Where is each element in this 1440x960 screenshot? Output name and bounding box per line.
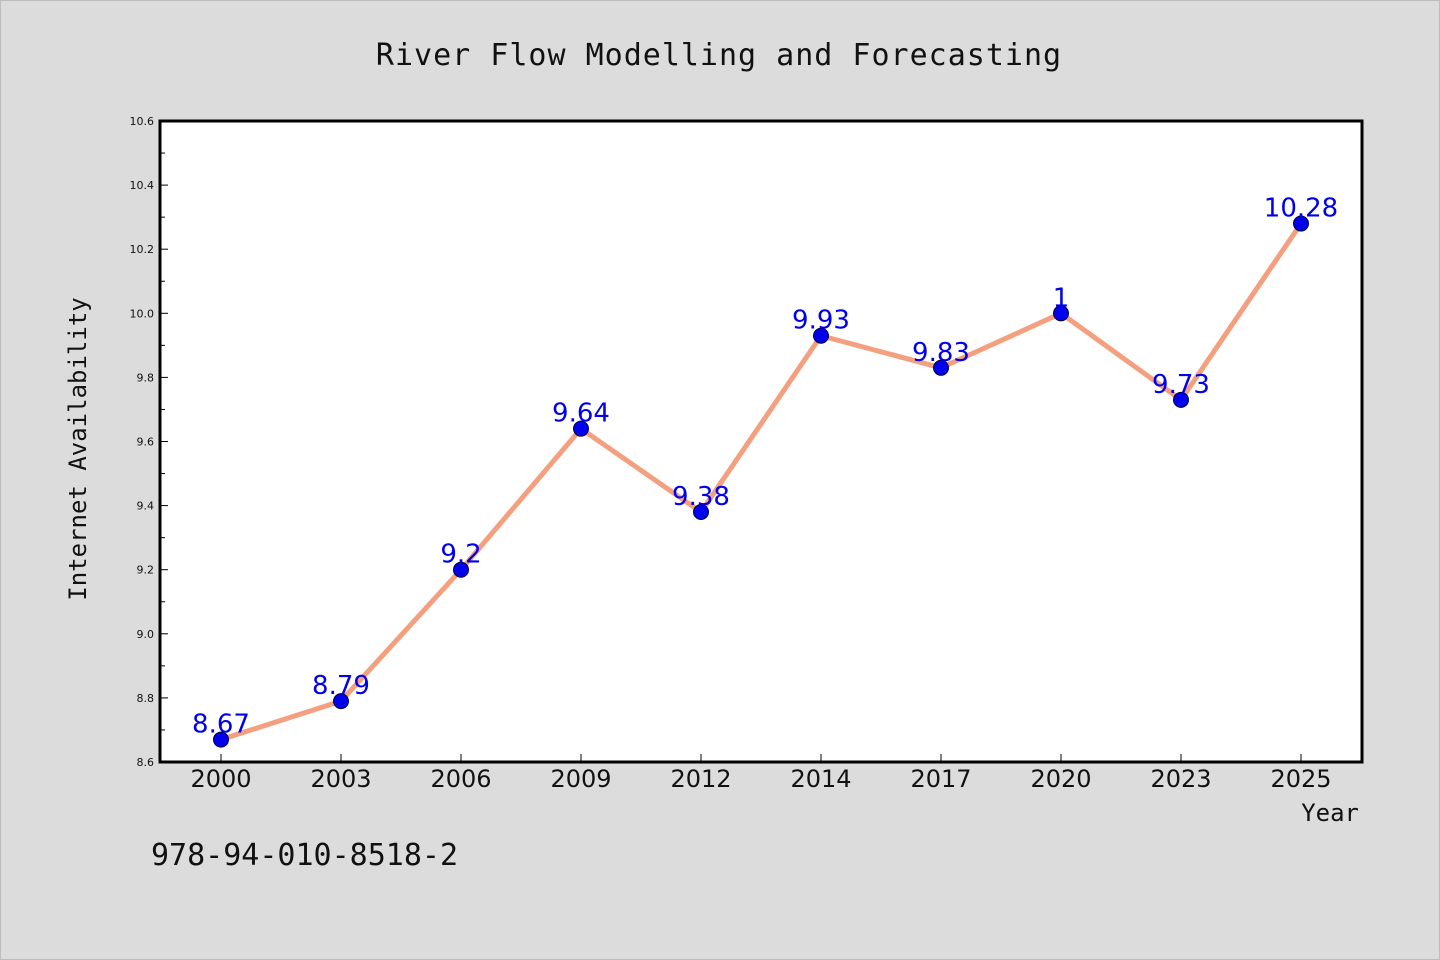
data-label: 9.38 [672, 482, 730, 512]
x-tick-label: 2006 [430, 765, 491, 793]
x-tick-label: 2023 [1150, 765, 1211, 793]
data-label: 8.67 [192, 710, 250, 740]
chart-title: River Flow Modelling and Forecasting [376, 38, 1062, 73]
y-tick-label: 10.0 [130, 307, 155, 320]
x-axis: 2000 2003 2006 2009 2012 2014 2017 2020 2023 2025 [190, 754, 1332, 793]
y-tick-label: 10.6 [130, 115, 155, 128]
x-tick-label: 2012 [670, 765, 731, 793]
data-point [213, 731, 229, 748]
y-tick-label: 8.8 [137, 692, 155, 705]
x-axis-title: Year [1301, 799, 1359, 827]
data-point [813, 327, 829, 344]
y-tick-label: 10.2 [130, 243, 155, 256]
data-point [1293, 215, 1309, 232]
data-labels-group: 8.67 8.79 9.2 9.64 9.38 9.93 9.83 1 9.73 10.28 [192, 194, 1338, 740]
series-line [218, 221, 1304, 743]
data-point [333, 693, 349, 710]
y-tick-label: 10.4 [130, 179, 155, 192]
data-point [453, 561, 469, 578]
y-axis: 8.6 8.8 9.0 9.2 9.4 9.6 9.8 10.0 10.2 10.4 10.6 [130, 115, 168, 769]
x-tick-label: 2025 [1270, 765, 1331, 793]
y-tick-label: 9.4 [137, 500, 155, 513]
data-point [693, 504, 709, 521]
data-point [1173, 391, 1189, 408]
y-tick-label: 9.2 [137, 564, 155, 577]
x-tick-label: 2020 [1030, 765, 1091, 793]
data-label: 9.2 [440, 540, 481, 570]
data-label: 9.83 [912, 338, 970, 368]
x-tick-label: 2017 [910, 765, 971, 793]
data-label: 10.28 [1264, 194, 1338, 224]
data-label: 9.93 [792, 306, 850, 336]
x-tick-label: 2009 [550, 765, 611, 793]
data-label: 1 [1053, 283, 1070, 313]
isbn-footer-text: 978-94-010-8518-2 [151, 838, 458, 873]
series-line-group [213, 215, 1309, 748]
y-tick-label: 9.0 [137, 628, 155, 641]
y-tick-label: 9.6 [137, 436, 155, 449]
data-point [573, 420, 589, 437]
y-tick-label: 8.6 [137, 756, 155, 769]
x-tick-label: 2014 [790, 765, 851, 793]
data-point [933, 359, 949, 376]
data-label: 8.79 [312, 671, 370, 701]
data-label: 9.73 [1152, 370, 1210, 400]
data-label: 9.64 [552, 399, 610, 429]
y-tick-label: 9.8 [137, 371, 155, 384]
x-tick-label: 2003 [310, 765, 371, 793]
y-axis-title: Internet Availability [64, 297, 92, 600]
data-point [1053, 305, 1069, 322]
x-tick-label: 2000 [190, 765, 251, 793]
plot-area [158, 119, 1364, 764]
